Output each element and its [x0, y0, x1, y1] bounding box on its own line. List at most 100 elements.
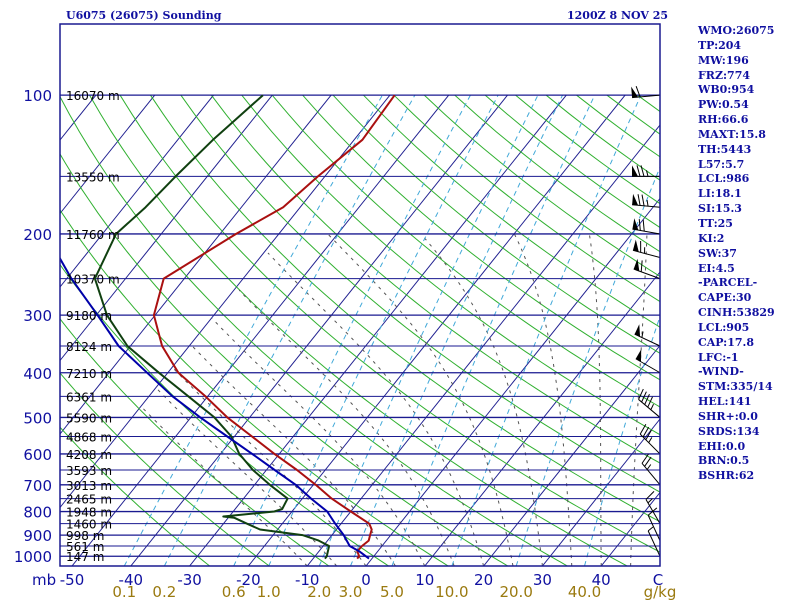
- temperature-line: [152, 94, 396, 560]
- wind-barb: [632, 218, 661, 235]
- temperature-tick-label: 0: [361, 571, 371, 589]
- mixing-ratio-label: 0.1: [112, 583, 136, 600]
- dry-adiabat-line: [60, 372, 270, 566]
- height-label: 4868 m: [66, 431, 112, 445]
- index-line: LCL:986: [698, 172, 750, 186]
- moist-adiabat-line: [513, 233, 573, 566]
- index-line: LCL:905: [698, 320, 750, 334]
- height-label: 998 m: [66, 529, 104, 543]
- pressure-tick-label: 900: [23, 527, 52, 545]
- dry-adiabat-line: [211, 94, 660, 464]
- index-line: STM:335/14: [698, 380, 773, 394]
- index-line: TH:5443: [698, 142, 752, 156]
- index-line: EI:4.5: [698, 261, 735, 275]
- height-label: 3593 m: [66, 464, 112, 478]
- mixing-ratio-label: 40.0: [568, 583, 601, 600]
- index-line: EHI:0.0: [698, 439, 746, 453]
- dry-adiabat-line: [302, 94, 660, 381]
- pressure-tick-label: 200: [23, 226, 52, 244]
- temperature-tick-label: 40: [592, 571, 611, 589]
- index-line: L57:5.7: [698, 157, 745, 171]
- wind-barb: [632, 165, 660, 177]
- dry-adiabat-line: [60, 95, 568, 566]
- mixing-ratio-label: 2.0: [307, 583, 331, 600]
- height-label: 8124 m: [66, 340, 112, 354]
- index-line: TP:204: [698, 38, 742, 52]
- station-title: U6075 (26075) Sounding: [66, 9, 222, 22]
- height-label: 11760 m: [66, 228, 120, 242]
- isotherm-line: [365, 197, 660, 566]
- dry-adiabat-line: [332, 94, 660, 354]
- moist-adiabat-line: [141, 406, 308, 566]
- index-line: FRZ:774: [698, 68, 751, 82]
- temperature-tick-label: 10: [415, 571, 434, 589]
- mixing-ratio-label: 20.0: [499, 583, 532, 600]
- dry-adiabat-line: [180, 94, 660, 493]
- dry-adiabat-line: [241, 94, 660, 436]
- mixing-ratio-line: [123, 94, 383, 566]
- x-axis-label: mb: [32, 571, 56, 589]
- mixing-ratio-label: 0.2: [152, 583, 176, 600]
- index-line: MAXT:15.8: [698, 127, 766, 141]
- isotherm-line: [71, 94, 450, 566]
- moist-adiabat-line: [238, 289, 455, 566]
- height-label: 3013 m: [66, 479, 112, 493]
- index-line: BRN:0.5: [698, 454, 750, 468]
- index-line: SI:15.3: [698, 202, 742, 216]
- height-label: 9180 m: [66, 309, 112, 323]
- temperature-tick-label: -10: [295, 571, 320, 589]
- isotherm-line: [542, 418, 660, 566]
- moist-adiabat-line: [630, 233, 648, 566]
- height-label: 1948 m: [66, 506, 112, 520]
- height-label: 2465 m: [66, 493, 112, 507]
- dry-adiabat-line: [393, 94, 660, 303]
- index-line: WMO:26075: [698, 24, 775, 37]
- mixing-ratio-line: [451, 94, 642, 566]
- mixing-ratio-line: [391, 94, 596, 566]
- height-label: 6361 m: [66, 390, 112, 404]
- temperature-tick-label: -40: [119, 571, 144, 589]
- mixing-ratio-line: [268, 94, 499, 566]
- index-line: SW:37: [698, 246, 737, 260]
- pressure-tick-label: 100: [23, 87, 52, 105]
- moist-adiabat-line: [267, 252, 485, 566]
- height-label: 4208 m: [66, 448, 112, 462]
- wind-barb: [641, 453, 661, 486]
- isotherm-line: [189, 94, 567, 566]
- moist-adiabat-line: [588, 233, 602, 566]
- height-label: 147 m: [66, 550, 104, 564]
- index-line: CAPE:30: [698, 291, 752, 305]
- wind-barb: [632, 239, 661, 259]
- grid-lines: [60, 94, 660, 566]
- mixing-ratio-unit-label: g/kg: [644, 583, 677, 600]
- pressure-tick-label: 600: [23, 446, 52, 464]
- isotherm-line: [248, 94, 626, 566]
- index-line: SRDS:134: [698, 424, 760, 438]
- index-line: -WIND-: [698, 365, 744, 379]
- index-line: CAP:17.8: [698, 335, 755, 349]
- height-label: 561 m: [66, 540, 104, 554]
- index-line: TT:25: [698, 216, 733, 230]
- wind-barb: [638, 388, 661, 418]
- wind-barb: [634, 324, 661, 347]
- index-line: KI:2: [698, 231, 725, 245]
- isotherm-line: [60, 94, 273, 362]
- index-line: SHR+:0.0: [698, 409, 758, 423]
- temperature-tick-label: -50: [60, 571, 85, 589]
- pressure-tick-label: 800: [23, 504, 52, 522]
- temperature-tick-label: -20: [236, 571, 261, 589]
- indices-panel: WMO:26075 TP:204 MW:196 FRZ:774 WB0:954 PW:0.…: [698, 24, 798, 484]
- index-line: LFC:-1: [698, 350, 739, 364]
- wind-barb: [631, 86, 661, 99]
- index-line: RH:66.6: [698, 113, 749, 127]
- index-line: BSHR:62: [698, 469, 755, 483]
- dry-adiabat-line: [60, 153, 509, 566]
- dry-adiabat-line: [60, 208, 449, 566]
- temperature-tick-label: 30: [533, 571, 552, 589]
- wind-barb: [645, 490, 661, 524]
- height-label: 10370 m: [66, 273, 120, 287]
- dewpoint-line: [93, 94, 331, 560]
- height-label: 1460 m: [66, 518, 112, 532]
- index-line: CINH:53829: [698, 306, 775, 320]
